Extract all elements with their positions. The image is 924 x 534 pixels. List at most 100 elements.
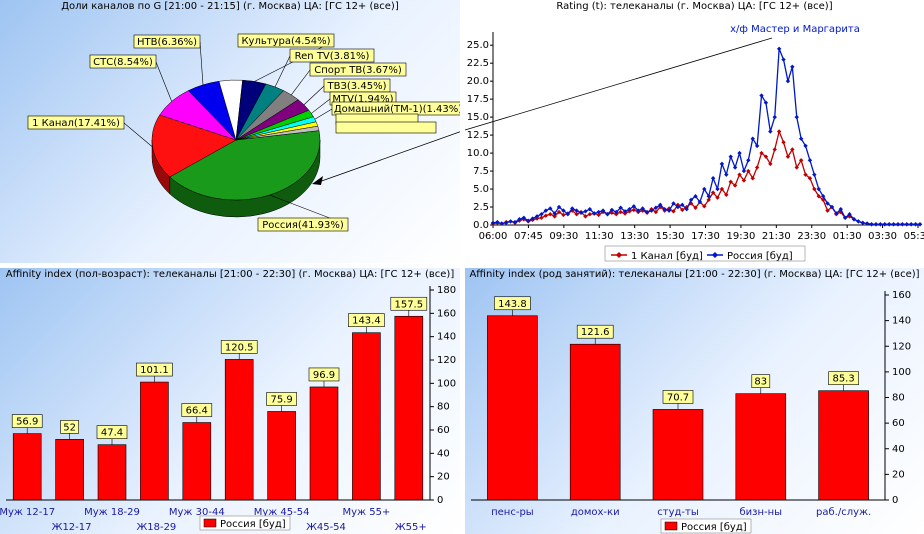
legend-marker-0 <box>616 252 622 258</box>
category-label-0: пенс-ры <box>491 507 534 518</box>
series-1-point-92 <box>895 222 901 227</box>
series-1-point-45 <box>688 197 694 203</box>
category-label-1-7: Ж45-54 <box>306 522 346 533</box>
series-1-point-59 <box>750 136 755 141</box>
bar-6 <box>267 411 296 501</box>
series-0-point-65 <box>776 129 782 134</box>
pie-label-1: 1 Канал(17.41%) <box>32 118 120 129</box>
series-1-point-94 <box>904 222 909 227</box>
rating-panel: Rating (t): телеканалы (г. Москва) ЦА: [… <box>465 0 924 263</box>
category-label-3: бизн-ны <box>740 507 783 518</box>
y-tick-label-4: 80 <box>892 393 905 404</box>
bar-5 <box>224 359 254 501</box>
series-0-point-21 <box>583 214 588 219</box>
bar-value-label-7-box <box>308 367 340 382</box>
bar-value-label-2: 70.7 <box>667 392 689 403</box>
rating-chart: 0.0 2.5 5.0 7.5 10.0 12.5 15.0 17.5 20.0 22.5 25.0… <box>467 24 924 262</box>
y-tick-label-3: 7.5 <box>473 166 489 177</box>
affinity-occ-panel: Affinity index (род занятий): телеканалы… <box>465 268 924 534</box>
legend-label: Россия [буд] <box>681 522 747 533</box>
y-tick-label-6: 120 <box>892 341 911 352</box>
series-1-point-80 <box>842 215 848 221</box>
series-1-point-67 <box>785 78 791 84</box>
bar-value-label-3-box <box>136 362 173 377</box>
pie-panel: Доли каналов по G [21:00 - 21:15] (г. Мо… <box>0 0 460 263</box>
y-tick-label-8: 20.0 <box>467 76 489 87</box>
y-tick-label-8: 160 <box>892 290 911 301</box>
pie-label-7: Спорт ТВ(3.67%) <box>314 65 402 76</box>
y-tick-label-1: 2.5 <box>473 202 489 213</box>
y-tick-label-5: 100 <box>437 378 456 389</box>
y-tick-label-0: 0 <box>437 495 443 506</box>
bar-1 <box>569 343 621 501</box>
series-1-point-13 <box>548 206 553 211</box>
series-0-point-61 <box>759 150 764 156</box>
x-tick-label-2: 09:30 <box>549 231 578 242</box>
x-tick-label-0: 06:00 <box>479 231 508 242</box>
x-tick-label-3: 11:30 <box>585 231 614 242</box>
category-label-1-1: Ж12-17 <box>52 522 92 533</box>
y-tick-label-7: 140 <box>437 332 456 343</box>
series-1-point-21 <box>583 209 588 214</box>
pie-title: Доли каналов по G [21:00 - 21:15] (г. Мо… <box>61 1 399 12</box>
bar-value-label-0-box <box>494 296 531 311</box>
bar-2 <box>97 444 127 501</box>
pie-leader-10 <box>314 108 333 120</box>
series-1-point-56 <box>737 150 742 156</box>
series-1-point-60 <box>754 143 760 149</box>
series-1-point-90 <box>886 222 892 227</box>
bar-0 <box>487 315 538 501</box>
bar-value-label-1-box <box>60 420 79 434</box>
pie-label-3: НТВ(6.36%) <box>137 37 197 48</box>
affinity-age-chart: 0 20 40 60 80 100 120 140 160 180 56.9 52 47.4 101.1 6… <box>0 285 456 533</box>
series-1-point-50 <box>710 176 716 181</box>
category-label-0-2: Муж 18-29 <box>84 507 140 518</box>
pie-label-5-box <box>237 33 335 48</box>
bar-value-label-4-box <box>181 403 213 417</box>
series-1-point-39 <box>662 206 667 212</box>
y-tick-label-7: 140 <box>892 316 911 327</box>
series-1-point-91 <box>891 222 896 227</box>
series-0-point-76 <box>825 208 830 213</box>
bar-value-label-4: 66.4 <box>186 406 208 417</box>
legend-swatch <box>203 518 217 528</box>
bar-value-label-6-box <box>266 392 297 406</box>
bar-value-label-3: 101.1 <box>140 365 169 376</box>
series-0-point-13 <box>548 212 553 217</box>
series-0-point-55 <box>732 183 738 188</box>
series-1-point-10 <box>534 214 540 219</box>
category-label-1-3: Ж18-29 <box>136 522 176 533</box>
series-1-point-29 <box>618 205 623 210</box>
pie-leader-9 <box>311 98 331 114</box>
bar-value-label-9: 157.5 <box>394 299 423 310</box>
series-0-point-45 <box>688 201 694 206</box>
bar-value-label-4: 85.3 <box>832 374 854 385</box>
y-tick-label-10: 25.0 <box>467 40 489 51</box>
series-1-point-75 <box>820 194 826 199</box>
series-1-point-86 <box>869 222 874 227</box>
y-tick-label-3: 60 <box>437 425 450 436</box>
bar-7 <box>309 386 339 501</box>
legend-label: Россия [буд] <box>220 519 286 530</box>
pie-label-9: MTV(1.94%) <box>332 94 393 105</box>
series-1-point-4 <box>508 219 513 224</box>
series-1-point-42 <box>675 204 681 210</box>
bar-value-label-1-box <box>576 324 614 339</box>
pie-label-0-box <box>257 217 349 232</box>
series-1-point-78 <box>834 211 839 216</box>
bar-2 <box>652 409 704 501</box>
series-1-point-81 <box>847 212 852 217</box>
pie-label-5: Культура(4.54%) <box>241 36 330 47</box>
series-0-point-51 <box>715 195 720 200</box>
pie-label-2: СТС(8.54%) <box>93 57 153 68</box>
bar-value-label-0-box <box>11 414 43 428</box>
series-1-point-2 <box>499 221 505 226</box>
bar-value-label-2-box <box>662 390 694 404</box>
y-tick-label-1: 20 <box>437 472 450 483</box>
series-0-point-62 <box>763 154 769 159</box>
series-1-point-68 <box>790 64 795 69</box>
series-1-point-54 <box>728 154 733 159</box>
x-tick-label-11: 03:30 <box>868 231 897 242</box>
series-0-point-29 <box>618 209 623 215</box>
legend-frame <box>660 518 752 534</box>
